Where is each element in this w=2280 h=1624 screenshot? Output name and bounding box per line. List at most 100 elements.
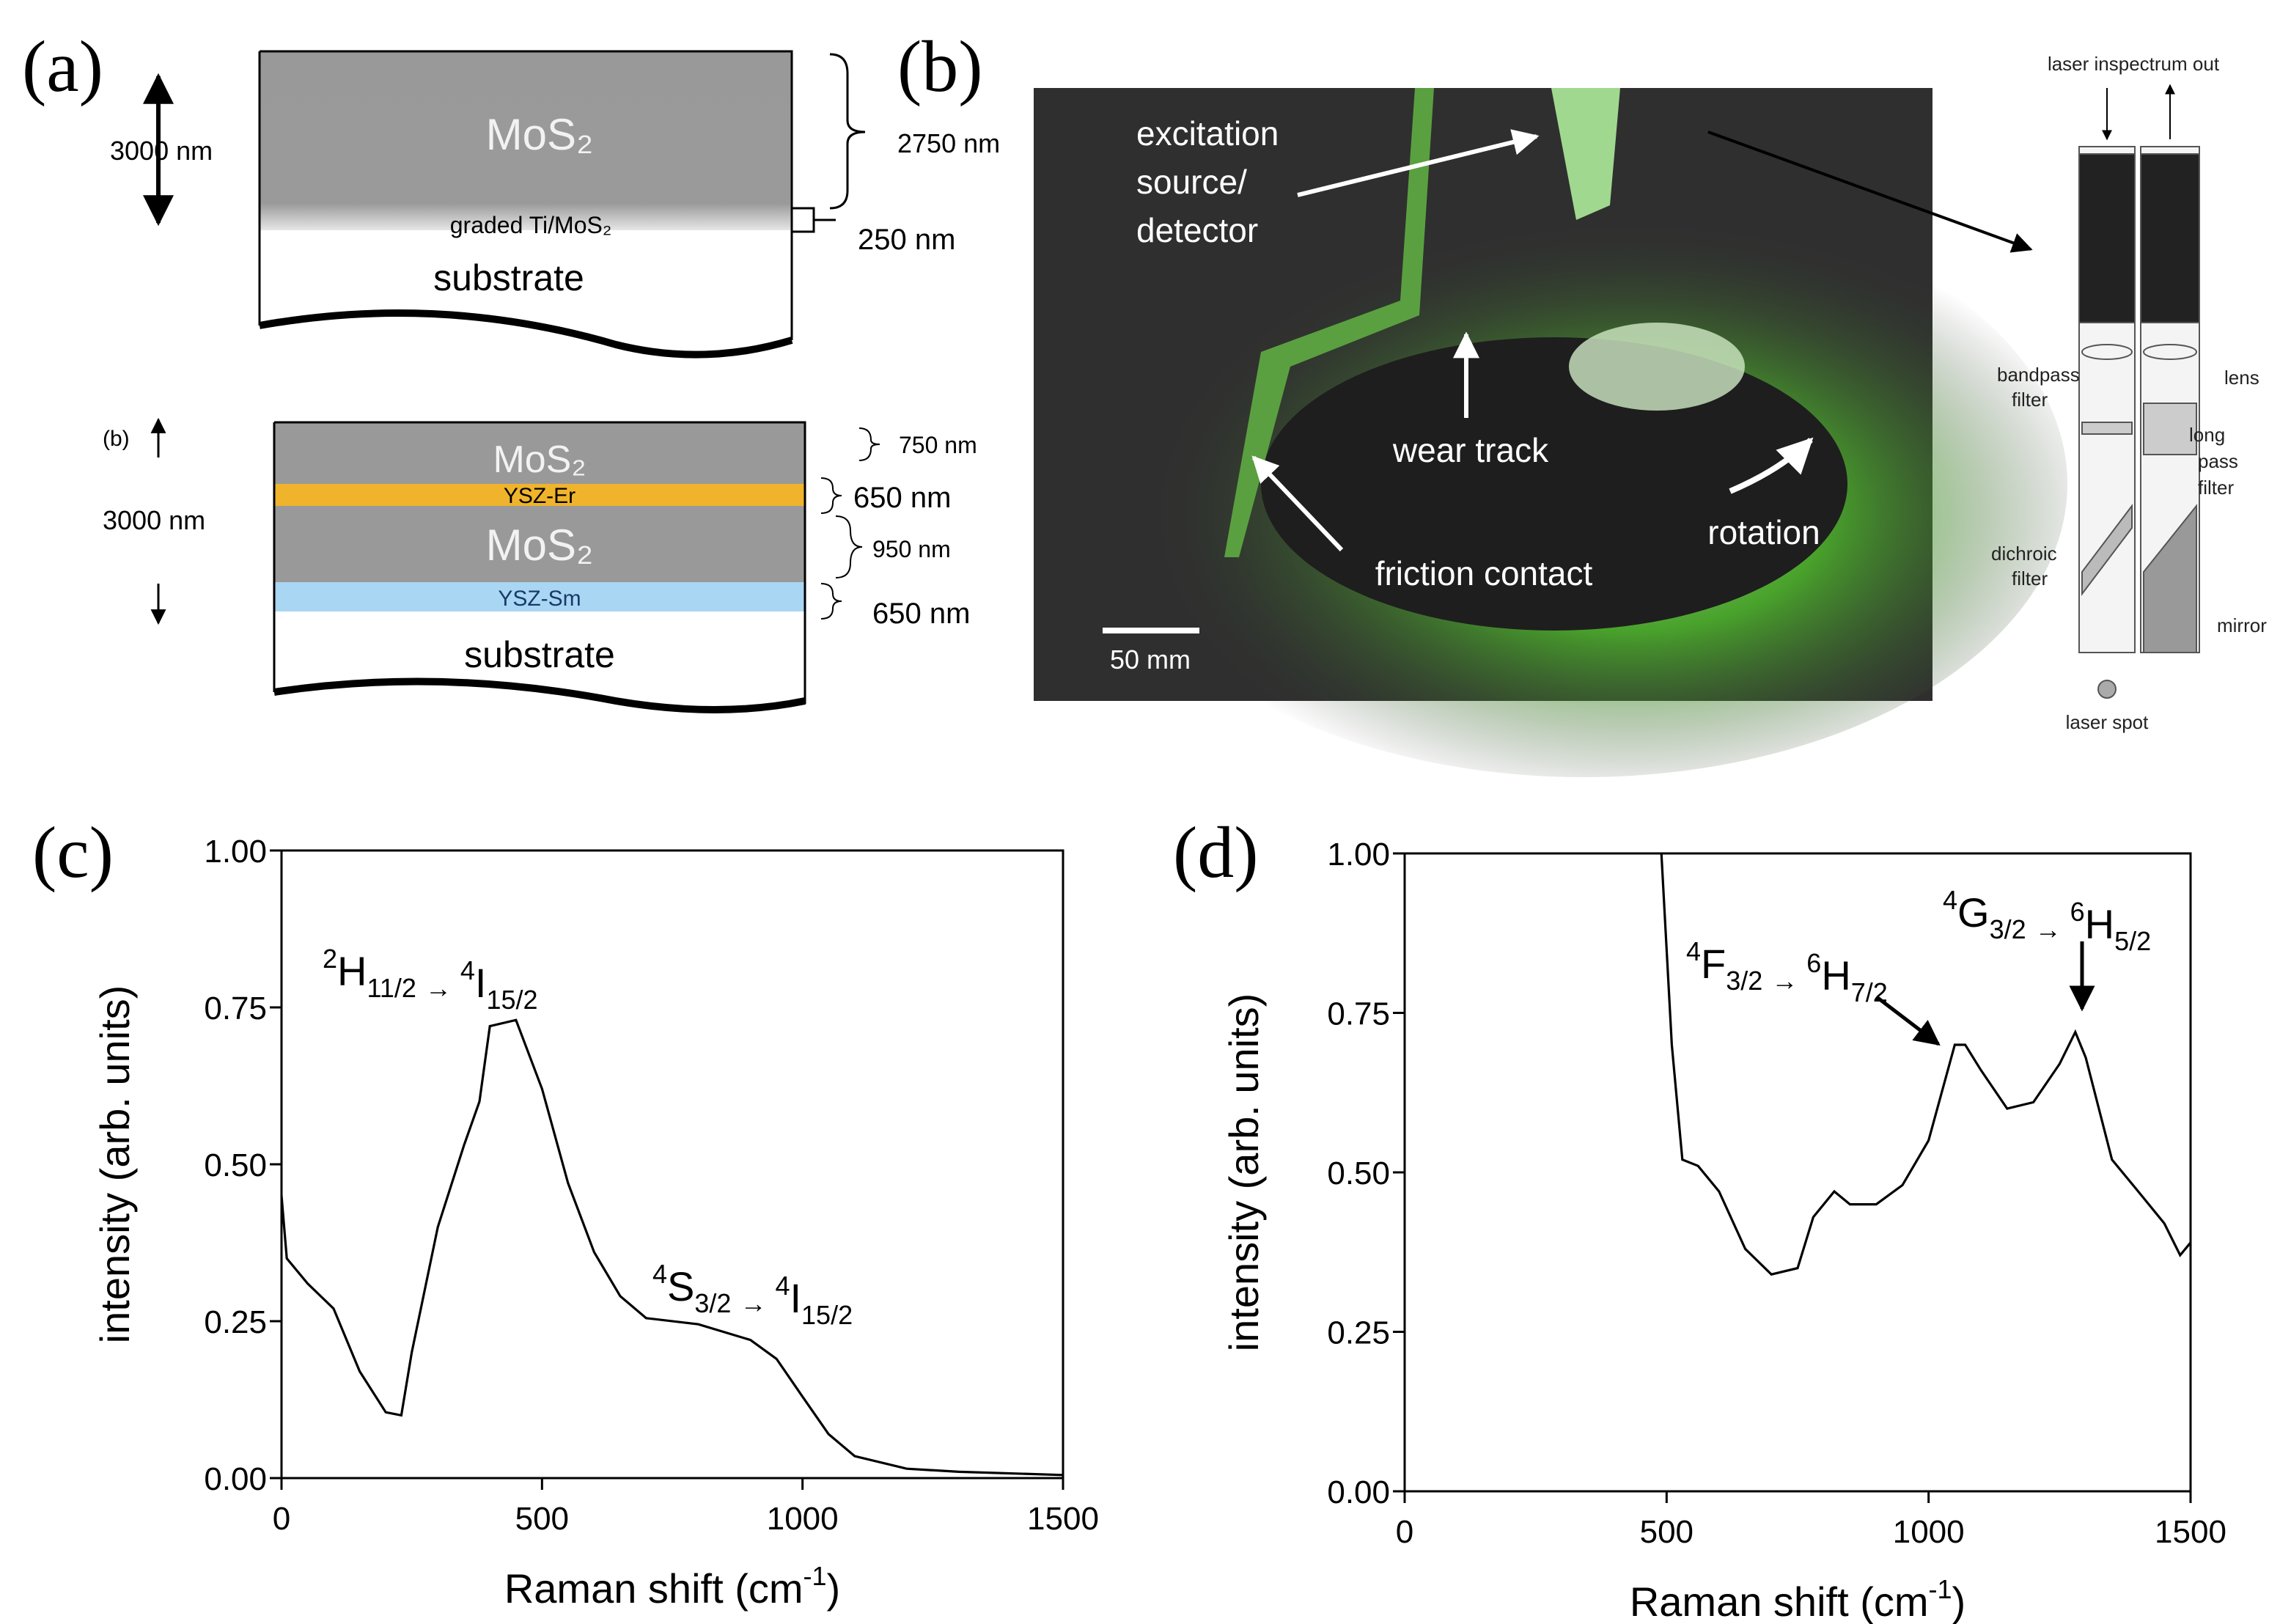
lens [2143,344,2197,360]
y-tick-label: 1.00 [1327,837,1390,872]
panel-label: (a) [22,26,103,107]
x-tick-label: 500 [515,1501,569,1537]
dim-label: 950 nm [872,536,951,562]
schematic-label: filter [2198,477,2234,499]
y-tick-label: 0.50 [204,1147,267,1183]
schematic-label: long [2189,424,2225,446]
layer [260,51,792,230]
data-line [1660,853,2192,1276]
block [2140,153,2200,323]
schematic-label: filter [2012,567,2048,589]
y-tick-label: 0.75 [1327,996,1390,1032]
wavy-edge [259,309,793,359]
x-tick-label: 1000 [767,1501,839,1537]
annotation: 4F3/2 →6H7/2 [1686,936,1888,1007]
annotation-sub: 5/2 [2114,926,2151,956]
annotation-sup: 4 [1943,885,1957,915]
panel-label: (d) [1173,812,1259,893]
panel-label: (c) [32,812,114,893]
annotation-sub: 11/2 [367,973,416,1003]
schematic-label: bandpass [1997,364,2080,386]
thickness-label: 3000 nm [110,136,213,166]
annotation-base: H [337,948,367,994]
schematic-label: lens [2224,367,2259,389]
annotation-sub: 3/2 [1726,966,1762,996]
x-tick-label: 500 [1640,1514,1694,1550]
dim-label: 650 nm [853,482,951,514]
chart: (d) 0.00 0.25 0.50 0.75 1.00 0 500 1000 1500 Raman… [1173,812,2226,1624]
mirror [2143,504,2197,653]
y-tick-label: 0.75 [204,991,267,1026]
layer [274,484,805,506]
annotation-base: H [2085,901,2114,947]
annotation-base: S [667,1263,694,1309]
annotation-sup: 6 [2070,897,2085,927]
annotation: 4G3/2 → 6H5/2 [1943,885,2151,956]
arrow [1729,437,1814,494]
layer-label: substrate [433,257,584,298]
panel-a: (a) 3000 nm MoS₂ graded Ti/MoS₂ substrat… [22,26,1000,359]
annotation-base: G [1957,889,1990,936]
annotation-arrow: → [425,973,452,1003]
outline [273,421,806,704]
y-tick-label: 1.00 [204,834,267,870]
brace [835,515,863,578]
brace [820,477,842,514]
annotation-sub: 15/2 [801,1300,853,1330]
layer [274,422,805,484]
annotation-sup: 4 [1686,936,1701,966]
photo-label: excitation [1136,114,1279,153]
annotation-base: F [1701,941,1726,987]
schematic-label: laser spot [2066,711,2149,733]
annotation-sup: 4 [775,1271,790,1301]
x-axis-label-end: ) [827,1565,841,1612]
dichroic [2081,504,2133,596]
dim-label: 750 nm [899,432,977,458]
scale-label: 50 mm [1110,644,1191,675]
dim-label: 2750 nm [897,128,1000,158]
schematic-label: mirror [2217,614,2267,636]
schematic-label: dichroic [1991,543,2057,565]
layer [274,506,805,582]
x-axis-label-end: ) [1952,1579,1966,1624]
x-axis-label-sup: -1 [1928,1574,1952,1604]
y-tick-label: 0.25 [1327,1315,1390,1351]
x-axis-label: Raman shift (cm-1) [1630,1574,1965,1624]
data-line [280,1018,1064,1477]
x-axis-label: Raman shift (cm-1) [504,1561,840,1612]
schematic: laser inspectrum out lens bandpass filte… [1991,53,2267,733]
annotation-sup: 2 [323,944,337,974]
brace [858,427,880,461]
arrow [1297,129,1540,197]
plot-frame [280,849,1064,1480]
x-tick-label: 1500 [2155,1514,2226,1550]
annotation-sub: 15/2 [486,985,537,1015]
annotation-base: I [475,960,487,1006]
annotation-arrow: → [740,1288,766,1318]
plot-frame [1403,852,2192,1493]
annotation-base: H [1821,952,1850,999]
panel-label: (b) [897,26,983,107]
y-axis-label: intensity (arb. units) [92,985,138,1344]
panel-label: (b) [103,427,130,451]
disk-center [1261,337,1847,631]
annotation-arrow: → [1771,966,1798,996]
arrow [1251,455,1344,552]
y-tick-label: 0.00 [1327,1474,1390,1510]
x-axis-label-sup: -1 [803,1561,826,1591]
brace [829,53,866,210]
annotation-sub: 3/2 [694,1288,731,1318]
x-axis-label-text: Raman shift (cm [504,1565,803,1612]
x-tick-label: 0 [273,1501,290,1537]
chart: (c) 0.00 0.25 0.50 0.75 1.00 0 500 1000 1500 Raman… [32,812,1099,1612]
outline [258,50,793,340]
layer-label: MoS₂ [486,521,594,570]
probe [1224,88,1434,557]
block [2078,153,2136,323]
y-tick-label: 0.25 [204,1304,267,1340]
y-axis-label: intensity (arb. units) [1221,993,1267,1352]
x-axis-label-text: Raman shift (cm [1630,1579,1929,1624]
lens [2081,344,2133,360]
photo-label: source/ [1136,163,1247,201]
